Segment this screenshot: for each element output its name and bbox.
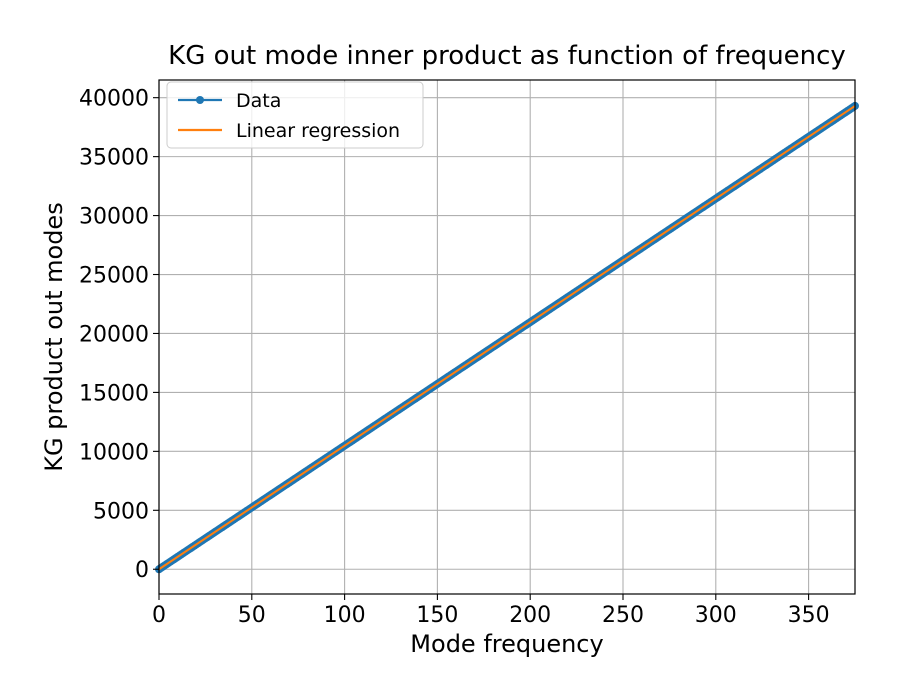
y-tick-label: 40000 — [79, 87, 149, 112]
legend-label-regression: Linear regression — [236, 120, 400, 142]
y-tick-label: 10000 — [79, 440, 149, 465]
x-tick-label: 50 — [238, 603, 266, 628]
x-tick-label: 350 — [788, 603, 830, 628]
x-tick-label: 200 — [509, 603, 551, 628]
x-axis-label: Mode frequency — [410, 630, 603, 658]
legend-box — [166, 81, 424, 149]
x-tick-label: 250 — [602, 603, 644, 628]
y-tick-label: 5000 — [93, 499, 149, 524]
x-axis: 0 50 100 150 200 250 300 350 — [152, 594, 830, 628]
y-axis-label: KG product out modes — [40, 202, 68, 471]
y-tick-label: 15000 — [79, 381, 149, 406]
y-axis: 0 5000 10000 15000 20000 25000 30000 35000 40000 — [79, 87, 159, 583]
legend: Data Linear regression — [166, 81, 424, 149]
plot-series — [155, 101, 859, 574]
x-tick-label: 100 — [324, 603, 366, 628]
x-tick-label: 150 — [416, 603, 458, 628]
series-regression-line — [158, 105, 856, 571]
y-tick-label: 20000 — [79, 322, 149, 347]
plot-frame — [158, 79, 856, 595]
grid — [158, 80, 855, 594]
legend-marker-data — [196, 96, 204, 104]
y-tick-label: 0 — [135, 558, 149, 583]
y-tick-label: 30000 — [79, 205, 149, 230]
y-tick-label: 25000 — [79, 264, 149, 289]
y-tick-label: 35000 — [79, 146, 149, 171]
x-tick-label: 300 — [695, 603, 737, 628]
chart-title: KG out mode inner product as function of… — [168, 41, 846, 71]
x-tick-label: 0 — [152, 603, 166, 628]
legend-label-data: Data — [236, 90, 281, 112]
